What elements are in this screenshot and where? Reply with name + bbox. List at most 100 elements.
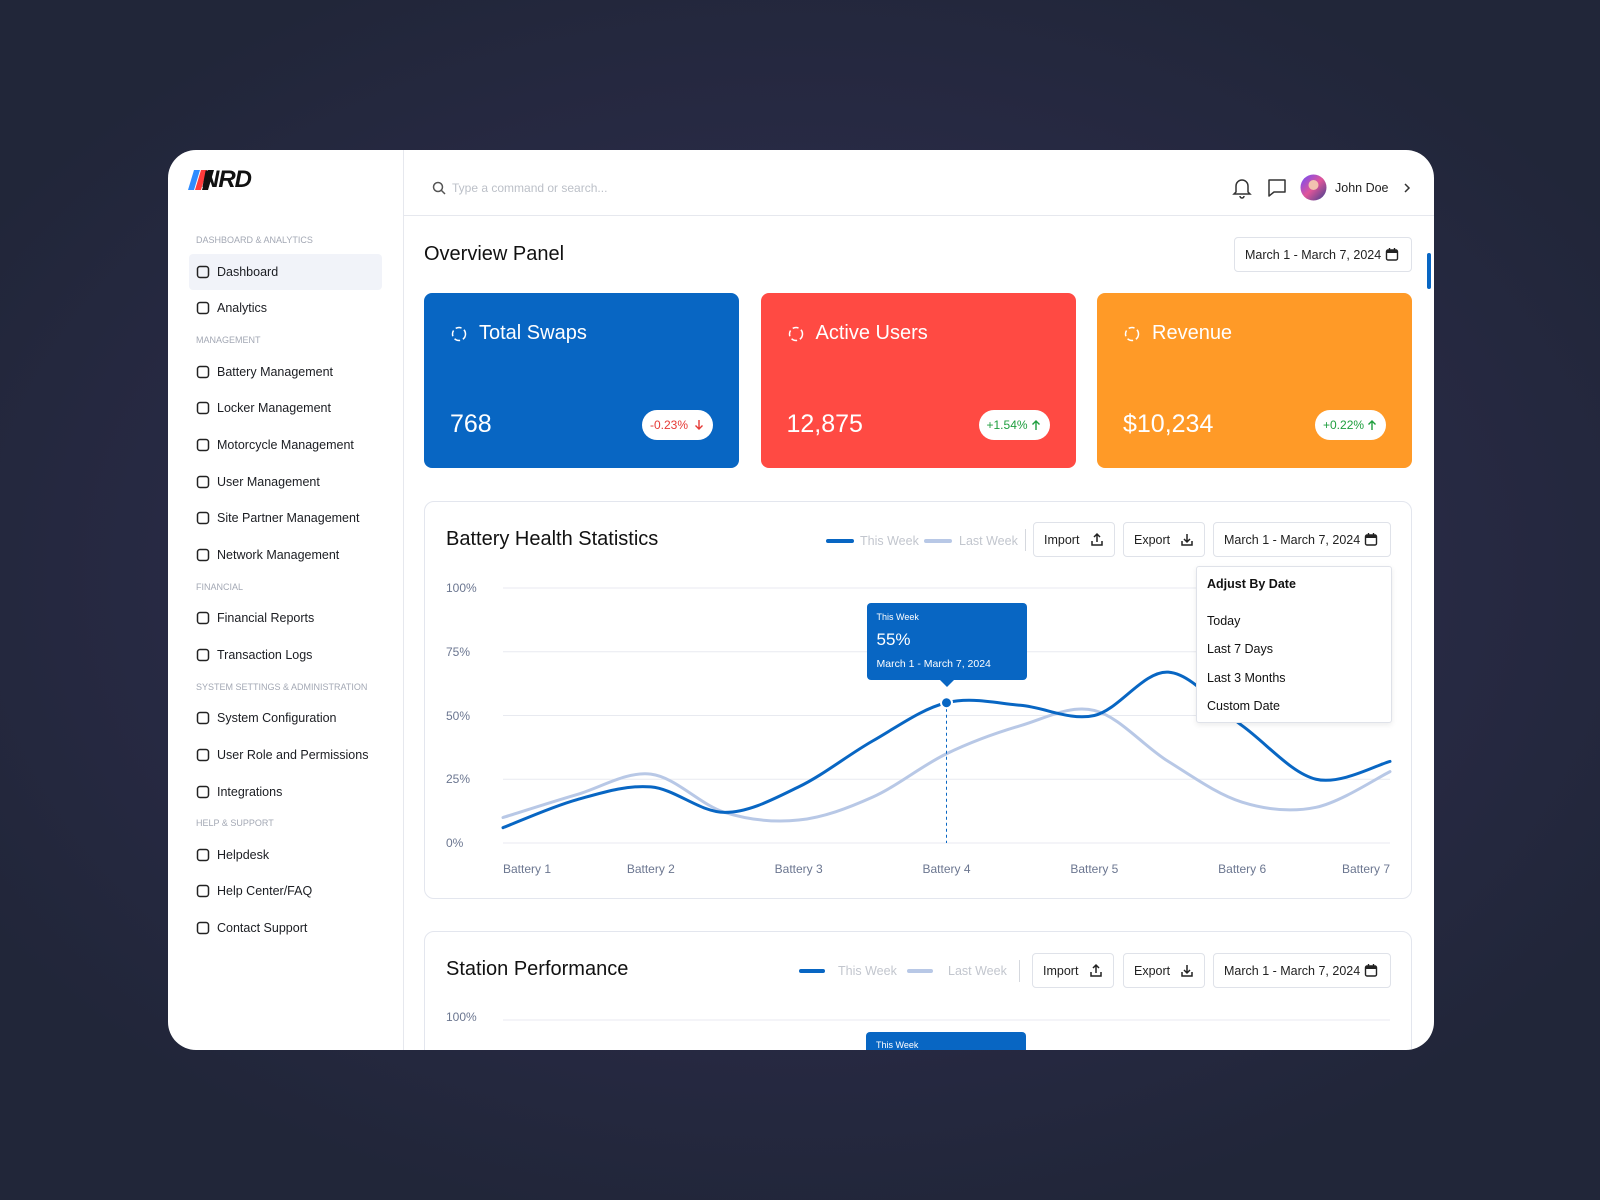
sidebar-icon [196, 848, 210, 861]
y-tick-label: 75% [446, 644, 471, 659]
x-tick-label: Battery 2 [626, 862, 675, 876]
sidebar-section-title: MANAGEMENT [196, 334, 261, 345]
stat-card-change-label: +1.54% [986, 418, 1028, 432]
sidebar-item[interactable]: Help Center/FAQ [217, 884, 313, 899]
logo-text: NRD [202, 166, 252, 193]
sidebar-icon [196, 365, 210, 378]
topbar-border [403, 215, 1434, 216]
stat-card-change-label: +0.22% [1323, 418, 1365, 432]
notification-icon[interactable] [1232, 177, 1252, 199]
station-title: Station Performance [446, 958, 629, 980]
station-panel [424, 931, 1412, 1050]
x-tick-label: Battery 3 [774, 862, 823, 876]
sidebar-section-title: DASHBOARD & ANALYTICS [196, 235, 313, 245]
legend-label: This Week [860, 534, 919, 548]
tooltip-value: 55% [876, 629, 911, 649]
stat-card-title: Active Users [815, 322, 928, 344]
date-picker-label: March 1 - March 7, 2024 [1245, 248, 1382, 262]
app-window: NRD Type a command or search... John Doe… [168, 150, 1434, 1050]
sidebar-item[interactable]: System Configuration [217, 711, 337, 726]
y-tick-label: 100% [446, 581, 477, 595]
tooltip-series: This Week [876, 1040, 919, 1050]
user-name[interactable]: John Doe [1335, 181, 1389, 195]
export-button[interactable]: Export [1123, 953, 1205, 988]
sidebar-icon [196, 302, 210, 315]
calendar-icon [1364, 533, 1378, 546]
sidebar-item[interactable]: User Management [217, 474, 320, 489]
stat-card-change: +1.54% [978, 410, 1050, 440]
sidebar-icon [196, 611, 210, 625]
export-icon [1181, 965, 1193, 977]
sidebar-icon [196, 475, 210, 488]
stat-card-icon [451, 326, 467, 342]
calendar-icon [1364, 964, 1378, 977]
sidebar-item[interactable]: Integrations [217, 784, 283, 799]
stat-card-icon [1124, 326, 1140, 342]
import-label: Import [1044, 533, 1080, 547]
import-button[interactable]: Import [1032, 953, 1114, 988]
date-picker[interactable]: March 1 - March 7, 2024 [1234, 237, 1412, 272]
stat-card-change-label: -0.23% [650, 418, 689, 432]
sidebar-active-bg [189, 253, 382, 290]
export-icon [1181, 534, 1193, 546]
tooltip: This Week [866, 1032, 1026, 1050]
avatar[interactable] [1300, 174, 1327, 201]
date-menu-option[interactable]: Today [1207, 614, 1241, 628]
logo-stripes [188, 170, 218, 190]
sidebar-item[interactable]: Financial Reports [217, 611, 315, 626]
page-title: Overview Panel [424, 243, 565, 265]
tooltip-date: March 1 - March 7, 2024 [876, 657, 991, 670]
stat-card-title: Total Swaps [479, 322, 587, 344]
stat-card-change: +0.22% [1315, 410, 1386, 440]
export-button[interactable]: Export [1123, 522, 1205, 557]
messages-icon[interactable] [1267, 178, 1287, 198]
sidebar-section-title: HELP & SUPPORT [196, 818, 274, 829]
sidebar-item[interactable]: Transaction Logs [217, 647, 313, 662]
sidebar-item[interactable]: Helpdesk [217, 847, 270, 862]
calendar-icon [1385, 248, 1399, 261]
stat-card-value: $10,234 [1123, 410, 1214, 438]
y-tick-label: 100% [446, 1010, 477, 1024]
date-menu-title: Adjust By Date [1207, 577, 1296, 591]
date-menu-option[interactable]: Custom Date [1207, 698, 1280, 713]
import-label: Import [1043, 964, 1079, 978]
date-menu-option[interactable]: Last 7 Days [1207, 642, 1274, 657]
sidebar-item[interactable]: User Role and Permissions [217, 747, 369, 762]
sidebar-item[interactable]: Contact Support [217, 921, 308, 936]
legend-label: Last Week [959, 534, 1018, 548]
date-picker[interactable]: March 1 - March 7, 2024 [1213, 953, 1391, 988]
user-menu-chevron[interactable] [1402, 182, 1412, 194]
date-menu: Adjust By Date Today Last 7 Days Last 3 Mon… [1196, 566, 1392, 723]
sidebar-item[interactable]: Battery Management [217, 364, 334, 379]
sidebar-icon [196, 438, 210, 452]
sidebar-item[interactable]: Dashboard [217, 264, 279, 279]
tooltip-pointer [938, 678, 955, 687]
stat-card: Revenue $10,234 +0.22% [1097, 293, 1412, 468]
sidebar-item[interactable]: Site Partner Management [217, 511, 360, 526]
date-picker[interactable]: March 1 - March 7, 2024 [1213, 522, 1391, 557]
tooltip: This Week 55% March 1 - March 7, 2024 [866, 602, 1027, 687]
legend-label: Last Week [948, 964, 1007, 978]
chart-panel [424, 501, 1412, 899]
sidebar-icon [196, 548, 210, 562]
x-tick-label: Battery 4 [922, 862, 971, 876]
stat-card: Total Swaps 768 -0.23% [424, 293, 739, 468]
date-menu-option[interactable]: Last 3 Months [1207, 670, 1286, 685]
sidebar-icon [196, 401, 210, 415]
sidebar-section-title: SYSTEM SETTINGS & ADMINISTRATION [196, 681, 368, 692]
sidebar-item[interactable]: Locker Management [217, 401, 331, 416]
sidebar-section-title: FINANCIAL [196, 581, 244, 592]
sidebar-item[interactable]: Network Management [217, 548, 340, 562]
y-tick-label: 0% [446, 836, 464, 850]
sidebar-icon [196, 648, 210, 662]
hover-point [940, 696, 953, 710]
scrollbar[interactable] [1427, 253, 1431, 289]
sidebar-icon [196, 885, 210, 898]
sidebar-icon [196, 265, 210, 278]
change-arrow [695, 420, 703, 430]
sidebar-item[interactable]: Analytics [217, 301, 268, 316]
sidebar-item[interactable]: Motorcycle Management [217, 437, 354, 452]
import-button[interactable]: Import [1033, 522, 1115, 557]
search-input[interactable]: Type a command or search... [452, 181, 608, 195]
